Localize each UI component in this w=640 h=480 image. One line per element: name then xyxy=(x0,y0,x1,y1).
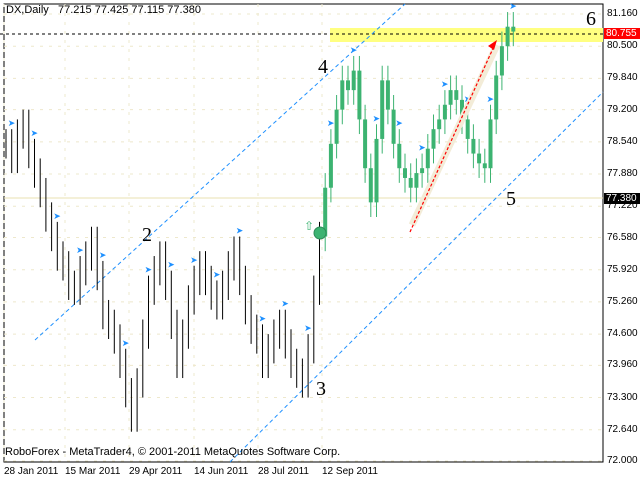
candle-body xyxy=(351,70,356,91)
fractal-arrow-icon: ➤ xyxy=(31,128,39,138)
candle-body xyxy=(414,173,419,188)
fractal-arrow-icon: ➤ xyxy=(236,226,244,236)
fractal-arrow-icon: ➤ xyxy=(395,118,403,128)
price-axis-label: 75.920 xyxy=(607,263,638,275)
candle-body xyxy=(460,99,464,120)
candle-body xyxy=(374,138,379,203)
candle-body xyxy=(334,109,339,144)
fractal-arrow-icon: ➤ xyxy=(418,143,426,153)
forecast-arrow xyxy=(409,43,496,233)
date-axis-label: 14 Jun 2011 xyxy=(194,466,249,477)
fractal-arrow-icon: ➤ xyxy=(145,265,153,275)
candle-body xyxy=(488,119,493,169)
fractal-arrow-icon: ➤ xyxy=(53,211,61,221)
candle-body xyxy=(385,80,390,110)
buy-arrow-icon: ⇧ xyxy=(304,219,314,233)
fractal-arrow-icon: ➤ xyxy=(441,79,449,89)
candle-body xyxy=(357,70,362,120)
fractal-arrow-icon: ➤ xyxy=(487,94,495,104)
price-axis-label: 79.200 xyxy=(607,103,638,115)
channel-upper-line xyxy=(34,3,406,341)
date-axis-label: 28 Jul 2011 xyxy=(258,466,309,477)
chart-header: DX,Daily xyxy=(6,4,49,16)
date-axis-label: 29 Apr 2011 xyxy=(129,466,183,477)
fractal-arrow-icon: ➤ xyxy=(327,118,335,128)
candle-body xyxy=(494,75,499,120)
chart-area xyxy=(3,3,604,463)
date-axis-label: 12 Sep 2011 xyxy=(322,466,378,477)
candle-body xyxy=(454,90,459,100)
candle-body xyxy=(505,26,510,47)
price-bars: ➤ ➤ ➤ ➤ ➤ ➤ ➤ ➤ ➤ ➤ ➤ ➤ ➤ ➤ ➤ ➤ ➤ ➤ ➤ ➤ ➤ ➤ ➤ xyxy=(5,1,517,432)
candle-body xyxy=(425,148,430,169)
candle-body xyxy=(437,119,442,130)
wave-label-3: 3 xyxy=(316,378,326,400)
fractal-arrow-icon: ➤ xyxy=(190,255,198,265)
candle-body xyxy=(380,80,385,139)
candle-body xyxy=(346,80,350,91)
fractal-arrow-icon: ➤ xyxy=(76,245,84,255)
candle-body xyxy=(471,138,476,154)
fractal-arrow-icon: ➤ xyxy=(350,45,358,55)
price-axis-label: 77.220 xyxy=(607,200,638,212)
candle-body xyxy=(323,187,328,237)
price-axis-label: 79.840 xyxy=(607,72,638,84)
price-axis-label: 81.160 xyxy=(607,8,638,19)
price-axis-label: 77.880 xyxy=(607,168,638,180)
price-axis-label: 80.500 xyxy=(607,40,638,52)
price-axis-label: 74.600 xyxy=(607,328,638,340)
price-axis-label: 72.640 xyxy=(607,423,638,435)
candle-body xyxy=(328,143,333,188)
wave-label-4: 4 xyxy=(318,56,328,78)
fractal-arrow-icon: ➤ xyxy=(464,94,472,104)
fractal-arrow-icon: ➤ xyxy=(373,113,381,123)
chart-ohlc: 77.215 77.425 77.115 77.380 xyxy=(58,4,201,16)
fractal-arrow-icon: ➤ xyxy=(259,313,267,323)
price-axis-label: 75.260 xyxy=(607,295,638,307)
price-axis-label: 73.960 xyxy=(607,359,638,371)
fractal-arrow-icon: ➤ xyxy=(281,299,289,309)
candle-body xyxy=(477,153,482,164)
candle-body xyxy=(368,168,373,203)
fractal-arrow-icon: ➤ xyxy=(8,118,16,128)
candle-body xyxy=(448,90,453,105)
candle-body xyxy=(465,119,470,139)
date-axis-label: 15 Mar 2011 xyxy=(65,466,121,477)
price-axis-label: 76.580 xyxy=(607,231,638,243)
fractal-arrow-icon: ➤ xyxy=(99,250,107,260)
signal-dot-icon xyxy=(313,226,327,240)
candle-body xyxy=(499,46,504,76)
candle-body xyxy=(431,129,436,149)
fractal-arrow-icon: ➤ xyxy=(509,1,517,11)
price-axis-label: 78.540 xyxy=(607,135,638,147)
fractal-arrow-icon: ➤ xyxy=(122,338,130,348)
wave-label-5: 5 xyxy=(506,188,516,210)
wave-label-2: 2 xyxy=(142,224,152,246)
arrow-head-icon xyxy=(488,40,497,50)
candle-body xyxy=(442,104,447,120)
candle-body xyxy=(340,80,345,110)
fractal-arrow-icon: ➤ xyxy=(304,323,312,333)
candle-body xyxy=(482,163,487,169)
date-axis-label: 28 Jan 2011 xyxy=(4,466,59,477)
candle-body xyxy=(403,168,407,178)
fractal-arrow-icon: ➤ xyxy=(167,260,175,270)
channel-lower-line xyxy=(229,91,604,463)
price-axis-label: 73.300 xyxy=(607,391,638,403)
wave-label-6: 6 xyxy=(586,8,596,30)
candle-body xyxy=(391,109,396,144)
fractal-arrow-icon: ➤ xyxy=(213,269,221,279)
candle-body xyxy=(397,143,402,169)
target-zone xyxy=(330,28,603,42)
candle-body xyxy=(363,119,368,169)
price-axis-label: 72.000 xyxy=(607,455,638,466)
copyright-text: RoboForex - MetaTrader4, © 2001-2011 Met… xyxy=(5,446,341,458)
candle-body xyxy=(408,177,413,188)
candle-body xyxy=(511,26,516,32)
target-price-tag: 80.755 xyxy=(604,28,640,39)
current-price-tag: 77.380 xyxy=(604,193,640,204)
candle-body xyxy=(420,168,425,174)
